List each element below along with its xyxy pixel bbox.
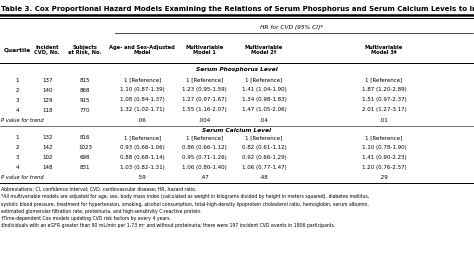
Text: 1.41 (1.04-1.90): 1.41 (1.04-1.90) xyxy=(242,87,286,93)
Text: 3: 3 xyxy=(16,155,19,160)
Text: 1.06 (0.80-1.40): 1.06 (0.80-1.40) xyxy=(182,165,227,170)
Text: 1.87 (1.20-2.89): 1.87 (1.20-2.89) xyxy=(362,87,406,93)
Text: 132: 132 xyxy=(42,135,53,140)
Text: Serum Phosphorus Level: Serum Phosphorus Level xyxy=(196,68,278,72)
Text: 137: 137 xyxy=(42,78,53,82)
Text: ‡Individuals with an eGFR greater than 90 mL/min per 1.73 m² and without protein: ‡Individuals with an eGFR greater than 9… xyxy=(1,223,336,228)
Text: 868: 868 xyxy=(80,87,91,93)
Text: Age- and Sex-Adjusted
Model: Age- and Sex-Adjusted Model xyxy=(109,45,175,56)
Text: .29: .29 xyxy=(380,175,388,180)
Text: 4: 4 xyxy=(16,107,19,113)
Text: P value for trend: P value for trend xyxy=(1,175,44,180)
Text: Serum Calcium Level: Serum Calcium Level xyxy=(202,127,272,133)
Text: estimated glomerular filtration rate, proteinuria, and high-sensitivity C-reacti: estimated glomerular filtration rate, pr… xyxy=(1,209,202,214)
Text: 0.92 (0.66-1.29): 0.92 (0.66-1.29) xyxy=(242,155,286,160)
Text: 1 [Reference]: 1 [Reference] xyxy=(246,78,283,82)
Text: Abbreviations: CI, confidence interval; CVD, cardiovascular disease; HR, hazard : Abbreviations: CI, confidence interval; … xyxy=(1,187,197,192)
Text: .004: .004 xyxy=(198,117,210,123)
Text: Multivariable
Model 2†: Multivariable Model 2† xyxy=(245,45,283,56)
Text: 2: 2 xyxy=(16,145,19,150)
Text: .04: .04 xyxy=(260,117,268,123)
Text: 142: 142 xyxy=(42,145,53,150)
Text: 770: 770 xyxy=(80,107,91,113)
Text: 1.06 (0.77-1.47): 1.06 (0.77-1.47) xyxy=(242,165,286,170)
Text: 0.93 (0.66-1.06): 0.93 (0.66-1.06) xyxy=(120,145,164,150)
Text: Subjects
at Risk, No.: Subjects at Risk, No. xyxy=(68,45,102,56)
Text: 1.23 (0.95-1.59): 1.23 (0.95-1.59) xyxy=(182,87,227,93)
Text: 1.51 (0.97-2.37): 1.51 (0.97-2.37) xyxy=(362,97,406,103)
Text: P value for trend: P value for trend xyxy=(1,117,44,123)
Text: 1.10 (0.78-1.90): 1.10 (0.78-1.90) xyxy=(362,145,406,150)
Text: Quartile: Quartile xyxy=(4,48,31,52)
Text: Table 3. Cox Proportional Hazard Models Examining the Relations of Serum Phospho: Table 3. Cox Proportional Hazard Models … xyxy=(1,6,474,12)
Text: Multivariable
Model 1: Multivariable Model 1 xyxy=(185,45,223,56)
Text: 140: 140 xyxy=(42,87,53,93)
Text: 1 [Reference]: 1 [Reference] xyxy=(365,135,402,140)
Text: 1 [Reference]: 1 [Reference] xyxy=(124,78,161,82)
Text: 831: 831 xyxy=(80,165,91,170)
Text: 1.34 (0.98-1.83): 1.34 (0.98-1.83) xyxy=(242,97,286,103)
Text: 1 [Reference]: 1 [Reference] xyxy=(186,78,223,82)
Text: Incident
CVD, No.: Incident CVD, No. xyxy=(34,45,60,56)
Text: 1.20 (0.76-2.57): 1.20 (0.76-2.57) xyxy=(362,165,406,170)
Text: 1: 1 xyxy=(16,135,19,140)
Text: 0.82 (0.61-1.12): 0.82 (0.61-1.12) xyxy=(242,145,286,150)
Text: .06: .06 xyxy=(138,117,146,123)
Text: 1.03 (0.82-1.31): 1.03 (0.82-1.31) xyxy=(120,165,164,170)
Text: 1 [Reference]: 1 [Reference] xyxy=(246,135,283,140)
Text: 1 [Reference]: 1 [Reference] xyxy=(186,135,223,140)
Text: 4: 4 xyxy=(16,165,19,170)
Text: 3: 3 xyxy=(16,97,19,103)
Text: 698: 698 xyxy=(80,155,91,160)
Text: 1.47 (1.05-2.06): 1.47 (1.05-2.06) xyxy=(242,107,286,113)
Text: HR for CVD (95% CI)*: HR for CVD (95% CI)* xyxy=(260,24,324,30)
Text: 0.95 (0.71-1.26): 0.95 (0.71-1.26) xyxy=(182,155,227,160)
Text: systolic blood pressure, treatment for hypertension, smoking, alcohol consumptio: systolic blood pressure, treatment for h… xyxy=(1,202,369,207)
Text: 129: 129 xyxy=(42,97,53,103)
Text: 1.55 (1.16-2.07): 1.55 (1.16-2.07) xyxy=(182,107,227,113)
Text: 1 [Reference]: 1 [Reference] xyxy=(124,135,161,140)
Text: †Time-dependent Cox models updating CVD risk factors by every 4 years.: †Time-dependent Cox models updating CVD … xyxy=(1,216,172,221)
Text: 1.41 (0.90-2.23): 1.41 (0.90-2.23) xyxy=(362,155,406,160)
Text: 0.86 (0.66-1.12): 0.86 (0.66-1.12) xyxy=(182,145,227,150)
Text: .59: .59 xyxy=(138,175,146,180)
Text: 2: 2 xyxy=(16,87,19,93)
Text: 816: 816 xyxy=(80,135,91,140)
Text: *All multivariable models are adjusted for age, sex, body mass index (calculated: *All multivariable models are adjusted f… xyxy=(1,195,370,199)
Text: .01: .01 xyxy=(380,117,388,123)
Text: 1023: 1023 xyxy=(78,145,92,150)
Text: 1.08 (0.84-1.37): 1.08 (0.84-1.37) xyxy=(120,97,164,103)
Text: 915: 915 xyxy=(80,97,91,103)
Text: 118: 118 xyxy=(42,107,53,113)
Text: .48: .48 xyxy=(260,175,268,180)
Text: 2.01 (1.27-3.17): 2.01 (1.27-3.17) xyxy=(362,107,406,113)
Text: 1.10 (0.87-1.39): 1.10 (0.87-1.39) xyxy=(120,87,164,93)
Text: 1.32 (1.02-1.71): 1.32 (1.02-1.71) xyxy=(120,107,164,113)
Text: 102: 102 xyxy=(42,155,53,160)
Text: 815: 815 xyxy=(80,78,91,82)
Text: Multivariable
Model 3‡: Multivariable Model 3‡ xyxy=(365,45,403,56)
Text: 1.27 (0.97-1.67): 1.27 (0.97-1.67) xyxy=(182,97,227,103)
Text: 148: 148 xyxy=(42,165,53,170)
Text: .47: .47 xyxy=(200,175,209,180)
Text: 1 [Reference]: 1 [Reference] xyxy=(365,78,402,82)
Text: 1: 1 xyxy=(16,78,19,82)
Text: 0.88 (0.68-1.14): 0.88 (0.68-1.14) xyxy=(120,155,164,160)
